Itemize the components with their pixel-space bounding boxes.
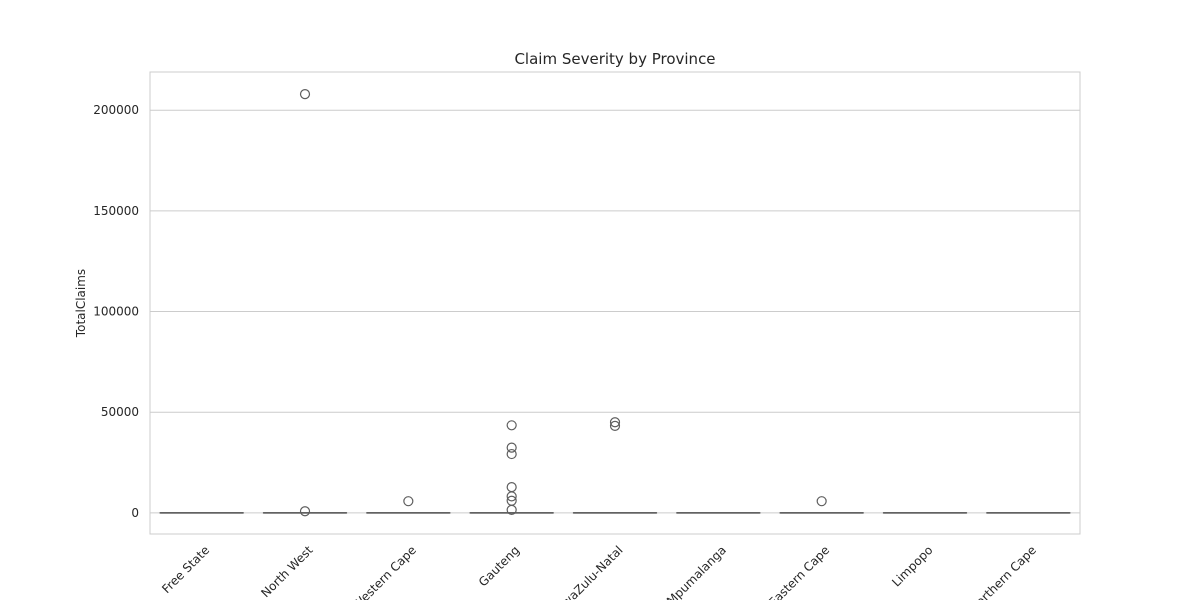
- plot-area: [150, 72, 1080, 534]
- y-tick-label: 100000: [93, 305, 139, 319]
- box-north-west: [262, 89, 348, 517]
- chart-title: Claim Severity by Province: [514, 50, 715, 68]
- x-tick-label: Northern Cape: [967, 543, 1039, 600]
- box-eastern-cape: [779, 496, 864, 514]
- outlier-point: [506, 504, 517, 515]
- y-tick-label: 0: [131, 506, 139, 520]
- box-gauteng: [469, 420, 554, 515]
- x-tick-label: Eastern Cape: [766, 543, 833, 600]
- x-tick-label: Gauteng: [476, 543, 522, 589]
- x-tick-label: KwaZulu-Natal: [554, 543, 626, 600]
- outlier-point: [506, 420, 517, 431]
- box-series: [159, 89, 1071, 517]
- outlier-point: [403, 496, 414, 507]
- outlier-point: [816, 496, 827, 507]
- x-tick-label: Free State: [159, 543, 212, 596]
- y-tick-label: 150000: [93, 204, 139, 218]
- y-tick-label: 50000: [101, 405, 139, 419]
- outlier-point: [609, 417, 621, 428]
- outlier-point: [299, 506, 311, 517]
- outlier-point: [506, 491, 517, 502]
- x-tick-label: Limpopo: [889, 543, 935, 589]
- y-tick-label: 200000: [93, 103, 139, 117]
- x-tick-labels: Free State North West Western Cape Gauteng K…: [159, 543, 1039, 600]
- outlier-point: [609, 420, 621, 431]
- y-tick-labels: 0 50000 100000 150000 200000: [93, 103, 139, 520]
- box-western-cape: [366, 496, 451, 514]
- x-tick-label: Mpumalanga: [664, 543, 729, 600]
- axes-frame: [149, 71, 1081, 535]
- outlier-point: [506, 448, 517, 460]
- x-tick-label: Western Cape: [350, 543, 419, 600]
- x-tick-label: North West: [258, 543, 315, 600]
- y-axis-label: TotalClaims: [74, 269, 88, 338]
- box-kwazulu-natal: [572, 417, 658, 514]
- outlier-point: [506, 442, 517, 453]
- outlier-point: [299, 89, 311, 100]
